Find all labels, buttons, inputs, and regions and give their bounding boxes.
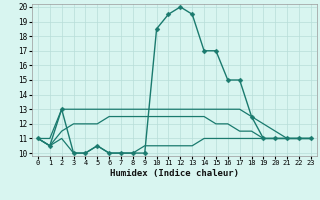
X-axis label: Humidex (Indice chaleur): Humidex (Indice chaleur) — [110, 169, 239, 178]
